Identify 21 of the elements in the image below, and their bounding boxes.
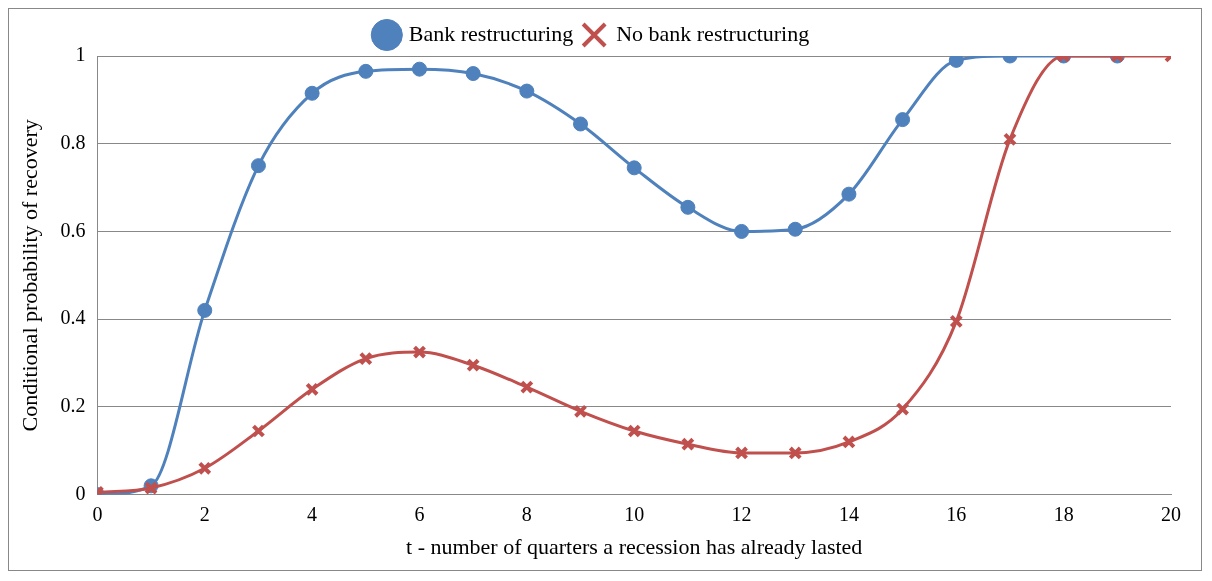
y-tick-label: 0.2	[60, 394, 86, 417]
x-tick-label: 12	[731, 502, 752, 525]
x-tick-label: 20	[1161, 502, 1181, 525]
x-tick-label: 8	[521, 502, 532, 525]
x-tick-label: 0	[92, 502, 103, 525]
x-tick-label: 4	[307, 502, 318, 525]
x-tick-label: 18	[1053, 502, 1074, 525]
y-tick-label: 0.8	[60, 130, 86, 153]
y-tick-label: 0	[75, 481, 86, 504]
x-tick-label: 10	[624, 502, 645, 525]
legend-label: No bank restructuring	[616, 20, 810, 46]
x-tick-label: 2	[199, 502, 210, 525]
legend-label: Bank restructuring	[408, 20, 574, 46]
x-axis-title: t - number of quarters a recession has already lasted	[406, 533, 863, 559]
x-tick-label: 16	[946, 502, 967, 525]
x-tick-label: 6	[414, 502, 425, 525]
x-tick-label: 14	[838, 502, 859, 525]
y-tick-label: 0.4	[60, 306, 86, 329]
y-tick-label: 0.6	[60, 218, 86, 241]
y-tick-label: 1	[75, 43, 86, 66]
y-axis-title: Conditional probability of recovery	[16, 119, 42, 432]
